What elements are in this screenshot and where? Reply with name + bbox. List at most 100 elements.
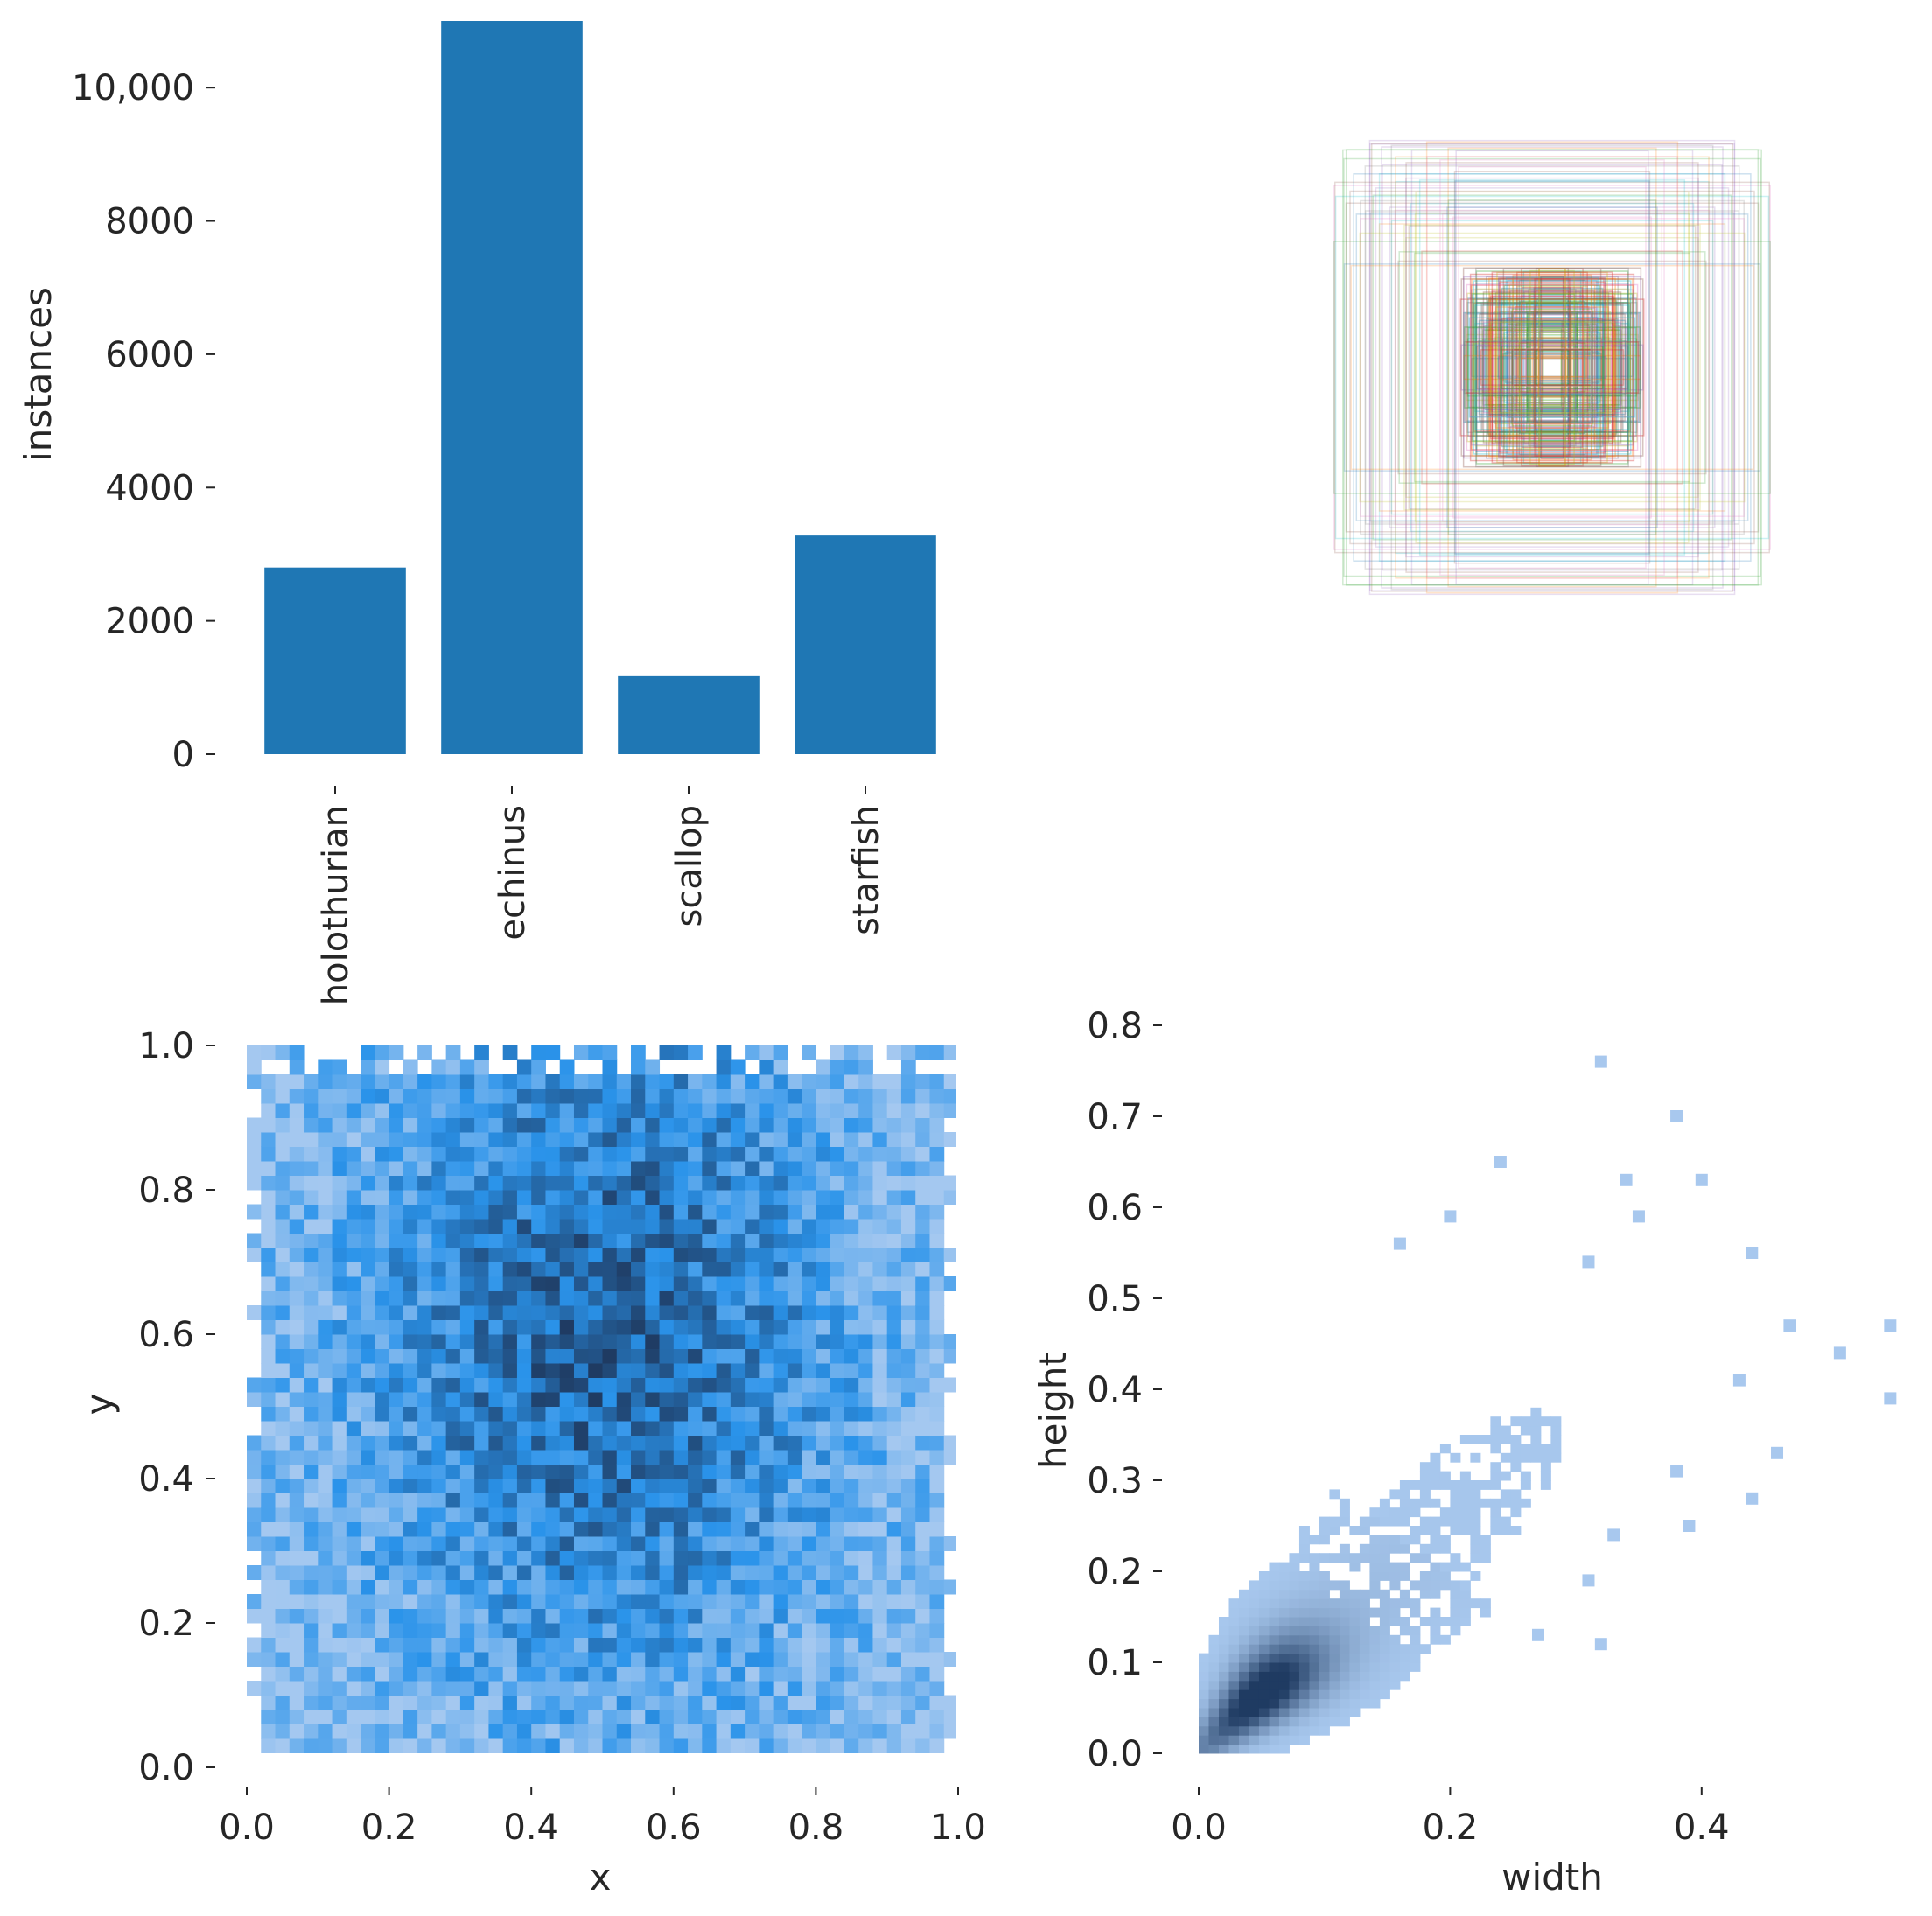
heatmap-cell	[1289, 1598, 1300, 1609]
heatmap-cell	[275, 1435, 290, 1451]
heatmap-cell	[1249, 1607, 1260, 1618]
heatmap-cell	[900, 1406, 916, 1422]
heatmap-cell	[488, 1724, 504, 1739]
heatmap-cell	[346, 1536, 361, 1551]
heatmap-cell	[474, 1521, 489, 1537]
heatmap-cell	[773, 1421, 788, 1436]
heatmap-cell	[773, 1550, 788, 1566]
heatmap-cell	[1329, 1489, 1340, 1500]
heatmap-cell	[773, 1074, 788, 1089]
heatmap-cell	[673, 1132, 689, 1147]
box-outline	[1359, 232, 1746, 503]
heatmap-cell	[474, 1117, 489, 1133]
heatmap-cell	[402, 1319, 418, 1335]
heatmap-cell	[802, 1623, 816, 1638]
heatmap-cell	[545, 1363, 561, 1378]
heatmap-cell	[730, 1724, 746, 1739]
heatmap-cell	[1269, 1598, 1280, 1609]
heatmap-cell	[431, 1175, 447, 1191]
heatmap-cell	[318, 1681, 333, 1696]
heatmap-cell	[388, 1348, 404, 1364]
heatmap-cell	[716, 1579, 732, 1595]
heatmap-cell	[402, 1290, 418, 1306]
box-outline	[1378, 172, 1726, 563]
heatmap-cell	[289, 1637, 304, 1653]
heatmap-cell	[900, 1623, 916, 1638]
heatmap-cell	[702, 1637, 718, 1653]
heatmap-cell	[745, 1190, 760, 1205]
heatmap-cell	[1439, 1444, 1451, 1454]
heatmap-cell	[673, 1233, 689, 1248]
heatmap-cell	[602, 1377, 618, 1393]
heatmap-cell	[374, 1045, 390, 1060]
heatmap-cell	[659, 1204, 675, 1220]
heatmap-cell	[445, 1406, 461, 1422]
box-outline	[1533, 287, 1572, 448]
heatmap-cell	[872, 1681, 888, 1696]
heatmap-cell	[402, 1161, 418, 1176]
heatmap-cell	[275, 1565, 290, 1580]
x-tick-label: 0.0	[1171, 1808, 1227, 1848]
heatmap-cell	[787, 1666, 802, 1682]
heatmap-cell	[631, 1623, 646, 1638]
heatmap-cell	[388, 1190, 404, 1205]
heatmap-cell	[374, 1479, 390, 1493]
heatmap-cell	[773, 1132, 788, 1147]
heatmap-cell	[844, 1146, 859, 1162]
box-outline	[1463, 354, 1642, 381]
heatmap-cell	[261, 1248, 276, 1262]
heatmap-cell	[474, 1666, 489, 1682]
heatmap-cell	[1430, 1626, 1441, 1636]
heatmap-cell	[417, 1406, 432, 1422]
heatmap-cell	[915, 1450, 930, 1465]
heatmap-cell	[1199, 1708, 1209, 1717]
heatmap-cell	[431, 1637, 447, 1653]
heatmap-cell	[346, 1521, 361, 1537]
heatmap-cell	[573, 1074, 589, 1089]
heatmap-cell	[474, 1507, 489, 1522]
heatmap-cell	[402, 1579, 418, 1595]
heatmap-cell	[773, 1681, 788, 1696]
heatmap-cell	[247, 1652, 262, 1667]
heatmap-cell	[1439, 1480, 1451, 1490]
heatmap-cell	[900, 1262, 916, 1277]
heatmap-cell	[745, 1695, 760, 1710]
heatmap-cell	[402, 1450, 418, 1465]
heatmap-outlier-cell	[1884, 1392, 1897, 1405]
heatmap-cell	[388, 1305, 404, 1320]
heatmap-cell	[417, 1738, 432, 1753]
heatmap-cell	[844, 1377, 859, 1393]
heatmap-cell	[886, 1464, 902, 1479]
heatmap-cell	[688, 1219, 703, 1234]
heatmap-cell	[459, 1681, 475, 1696]
heatmap-cell	[858, 1724, 873, 1739]
heatmap-cell	[616, 1319, 632, 1335]
heatmap-cell	[431, 1248, 447, 1262]
heatmap-cell	[802, 1146, 816, 1162]
heatmap-cell	[688, 1248, 703, 1262]
heatmap-cell	[616, 1088, 632, 1104]
heatmap-cell	[858, 1290, 873, 1306]
heatmap-cell	[787, 1290, 802, 1306]
heatmap-cell	[602, 1623, 618, 1638]
heatmap-cell	[459, 1190, 475, 1205]
heatmap-cell	[531, 1392, 546, 1407]
heatmap-cell	[559, 1248, 575, 1262]
box-outline	[1466, 338, 1638, 397]
heatmap-cell	[1278, 1571, 1290, 1581]
box-outline	[1491, 296, 1614, 439]
heatmap-cell	[247, 1464, 262, 1479]
heatmap-cell	[602, 1074, 618, 1089]
heatmap-cell	[702, 1175, 718, 1191]
heatmap-cell	[787, 1088, 802, 1104]
heatmap-cell	[943, 1175, 956, 1191]
heatmap-cell	[844, 1550, 859, 1566]
box-outline	[1474, 323, 1630, 412]
box-outline	[1497, 356, 1607, 379]
heatmap-cell	[745, 1103, 760, 1118]
heatmap-cell	[318, 1146, 333, 1162]
heatmap-cell	[1339, 1626, 1350, 1636]
heatmap-cell	[1289, 1662, 1300, 1672]
heatmap-cell	[900, 1464, 916, 1479]
heatmap-cell	[346, 1594, 361, 1609]
